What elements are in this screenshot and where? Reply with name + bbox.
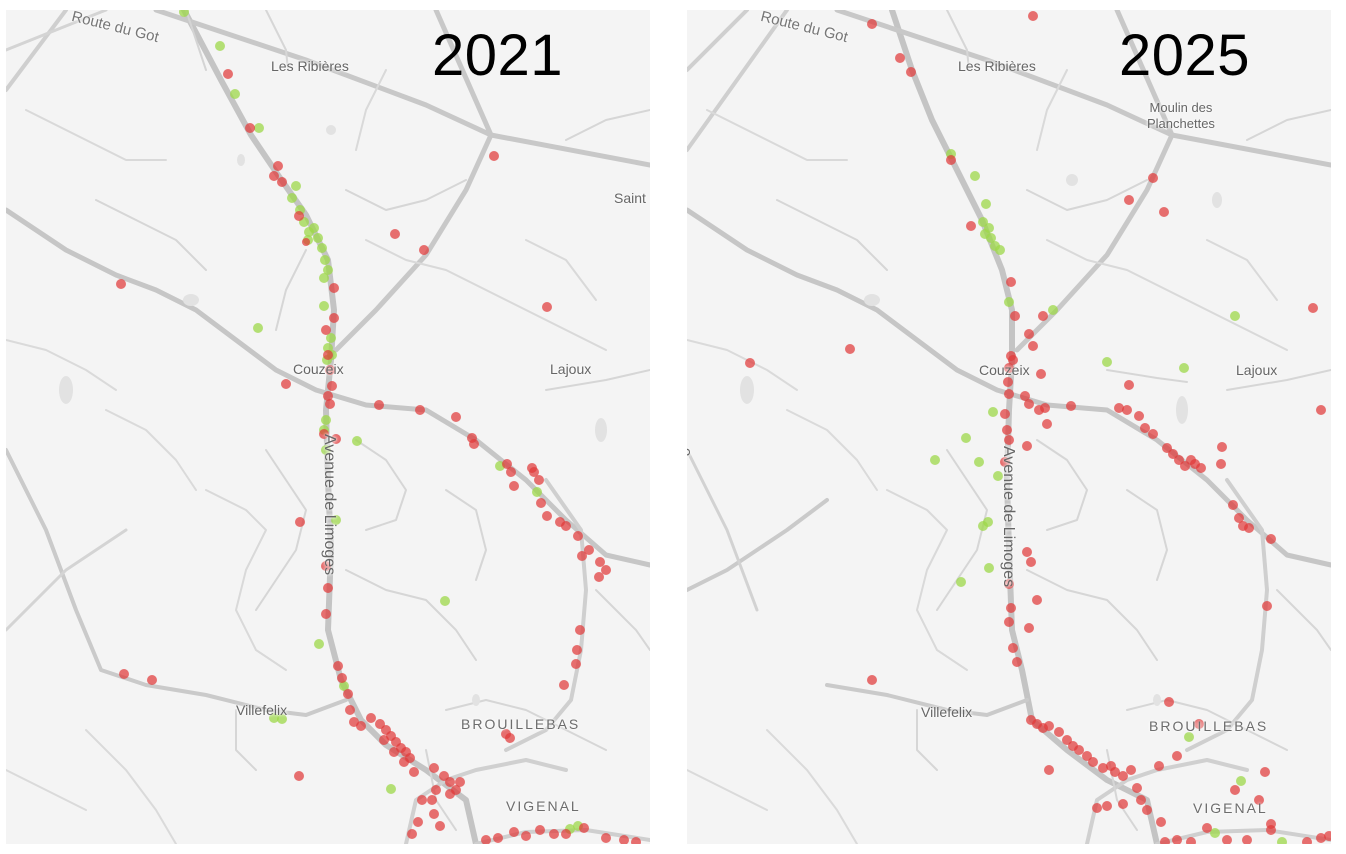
red-markers [745, 11, 1331, 844]
water-patches [740, 174, 1222, 706]
year-title: 2025 [1119, 23, 1251, 88]
map-panel-2025[interactable]: Route du Got Les Ribières Moulin des Pla… [687, 10, 1331, 844]
label-saint: Saint [614, 190, 646, 206]
label-moulin-line1: Moulin des [1149, 100, 1213, 115]
label-brouillebas: BROUILLEBAS [461, 716, 581, 732]
label-les-ribieres: Les Ribières [958, 58, 1036, 74]
label-edge-fragment: e [687, 448, 695, 456]
label-lajoux: Lajoux [550, 361, 592, 377]
label-vigenal: VIGENAL [506, 798, 581, 814]
label-brouillebas: BROUILLEBAS [1149, 718, 1269, 734]
label-lajoux: Lajoux [1236, 362, 1278, 378]
label-villefelix: Villefelix [236, 702, 288, 718]
red-markers [116, 69, 641, 844]
label-moulin-line2: Planchettes [1147, 116, 1215, 131]
label-vigenal: VIGENAL [1193, 800, 1268, 816]
map-panel-2021[interactable]: Route du Got Les Ribières Saint Couzeix … [6, 10, 650, 844]
label-villefelix: Villefelix [921, 704, 973, 720]
label-couzeix: Couzeix [979, 362, 1030, 378]
map-canvas-2025[interactable] [687, 10, 1331, 844]
label-les-ribieres: Les Ribières [271, 58, 349, 74]
label-moulin-des-planchettes: Moulin des Planchettes [1147, 100, 1215, 132]
year-title: 2021 [432, 23, 564, 88]
map-canvas-2021[interactable] [6, 10, 650, 844]
label-couzeix: Couzeix [293, 361, 344, 377]
water-patches [59, 125, 607, 706]
label-avenue-de-limoges: Avenue de Limoges [1000, 446, 1017, 588]
label-avenue-de-limoges: Avenue de Limoges [321, 434, 338, 576]
